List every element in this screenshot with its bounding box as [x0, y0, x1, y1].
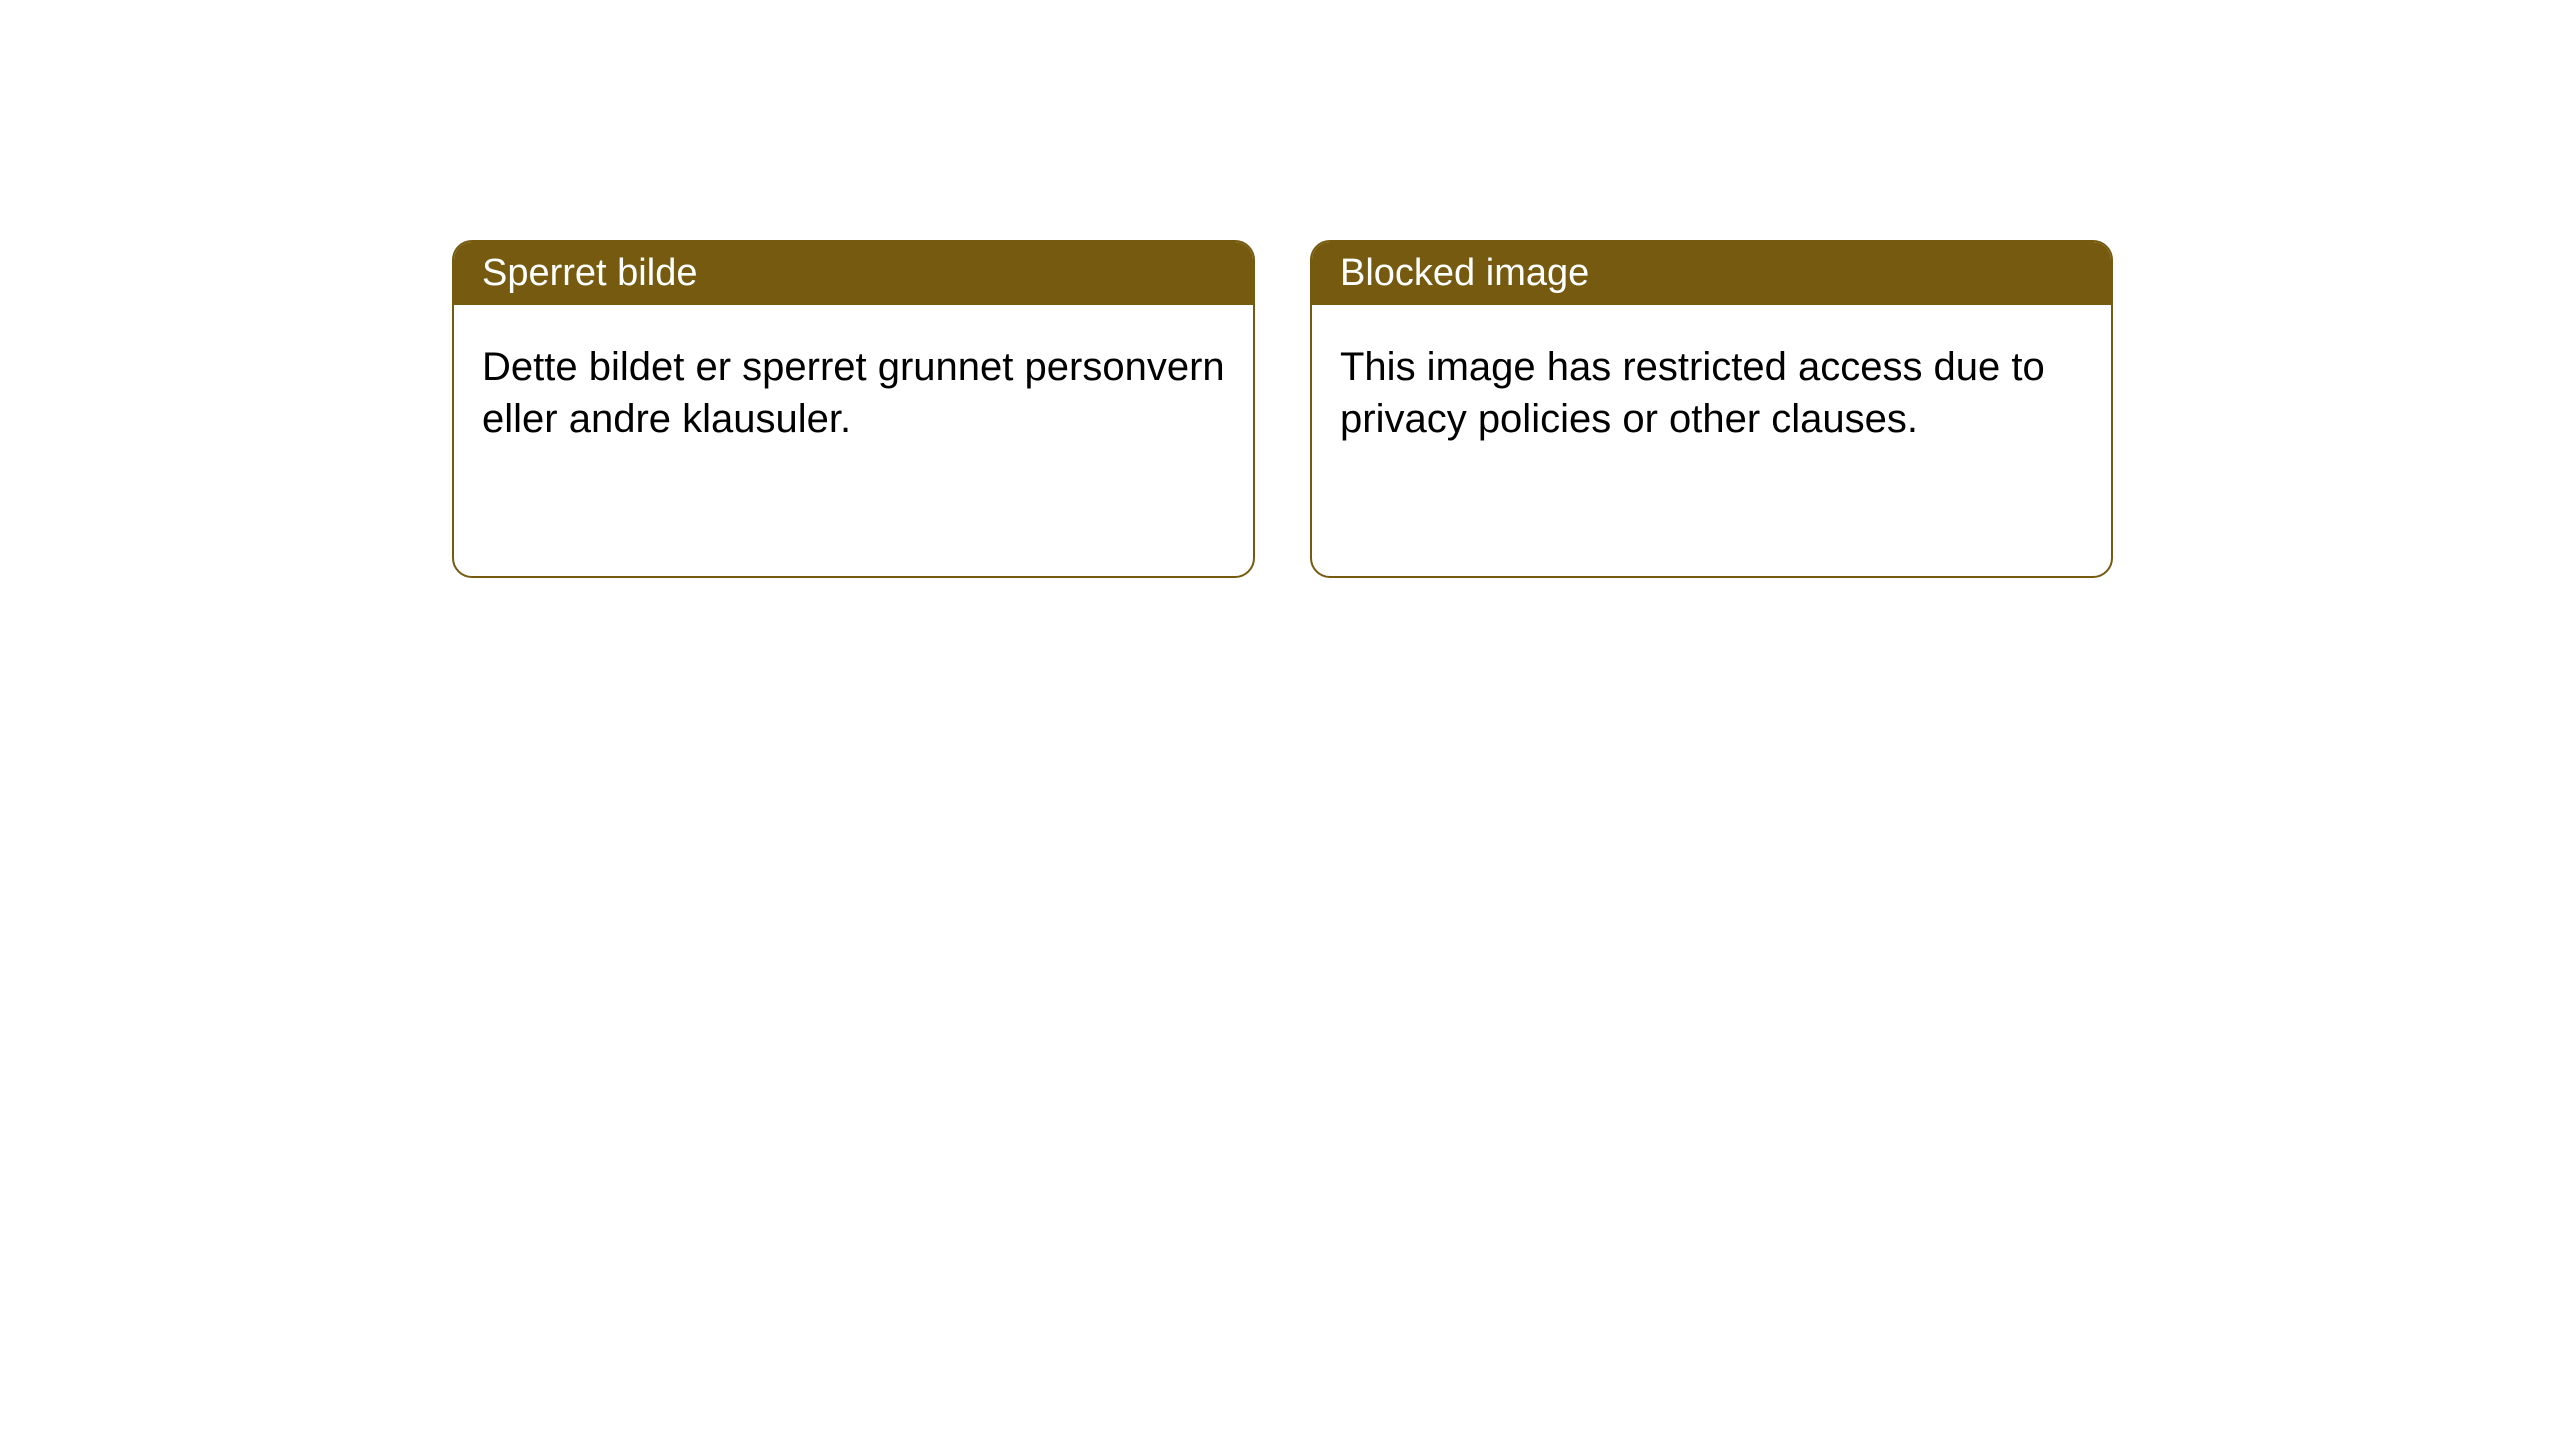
notice-box-en: Blocked image This image has restricted …	[1310, 240, 2113, 578]
notice-box-no: Sperret bilde Dette bildet er sperret gr…	[452, 240, 1255, 578]
notice-body-en: This image has restricted access due to …	[1312, 305, 2111, 481]
notice-header-no: Sperret bilde	[454, 242, 1253, 305]
notice-body-no: Dette bildet er sperret grunnet personve…	[454, 305, 1253, 481]
notice-container: Sperret bilde Dette bildet er sperret gr…	[452, 240, 2113, 578]
notice-header-en: Blocked image	[1312, 242, 2111, 305]
